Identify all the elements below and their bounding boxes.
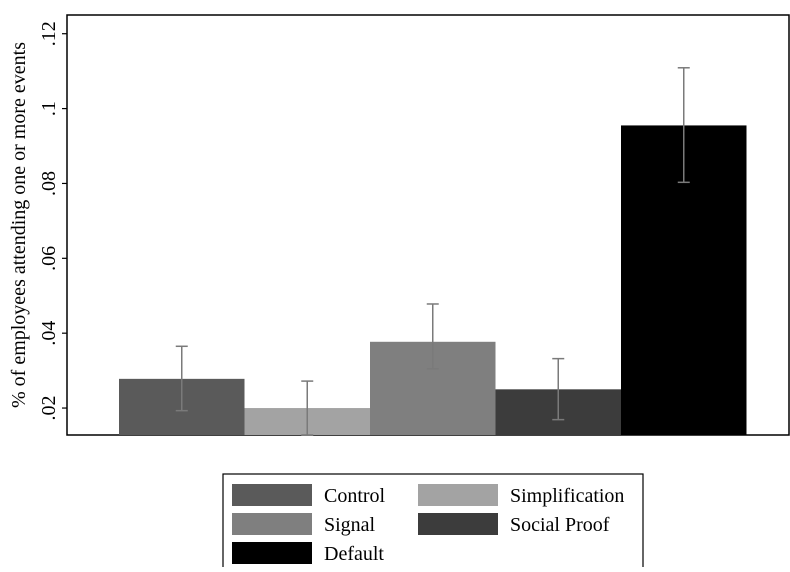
- error-bar-control: [175, 345, 188, 412]
- legend-swatch: [232, 542, 312, 564]
- error-bar-default: [677, 67, 690, 184]
- legend-swatch: [232, 484, 312, 506]
- legend-swatch: [232, 513, 312, 535]
- legend-item-default: Default: [232, 542, 384, 565]
- legend-label: Simplification: [510, 485, 624, 507]
- legend: Control Simplification Signal Social Proof D…: [222, 473, 644, 572]
- legend-label: Social Proof: [510, 514, 610, 536]
- plot-area: [66, 14, 790, 436]
- legend-swatch: [418, 484, 498, 506]
- y-tick-label: .1: [38, 101, 60, 116]
- y-tick-label: .12: [38, 21, 60, 46]
- legend-swatch: [418, 513, 498, 535]
- y-axis: .02 .04 .06 .08 .1 .12: [38, 21, 67, 421]
- y-tick-label: .04: [38, 321, 60, 346]
- legend-item-simplification: Simplification: [418, 484, 624, 507]
- y-tick-label: .06: [38, 246, 60, 271]
- y-axis-title: % of employees attending one or more eve…: [8, 42, 30, 408]
- y-tick-label: .08: [38, 171, 60, 196]
- legend-label: Control: [324, 485, 386, 507]
- error-bar-social-proof: [552, 357, 565, 421]
- error-bar-signal: [426, 303, 439, 370]
- legend-item-signal: Signal: [232, 513, 376, 536]
- error-bar-simplification: [301, 380, 314, 436]
- legend-item-social-proof: Social Proof: [418, 513, 610, 536]
- legend-item-control: Control: [232, 484, 386, 507]
- legend-label: Signal: [324, 514, 376, 536]
- legend-label: Default: [324, 543, 384, 565]
- y-tick-label: .02: [38, 396, 60, 421]
